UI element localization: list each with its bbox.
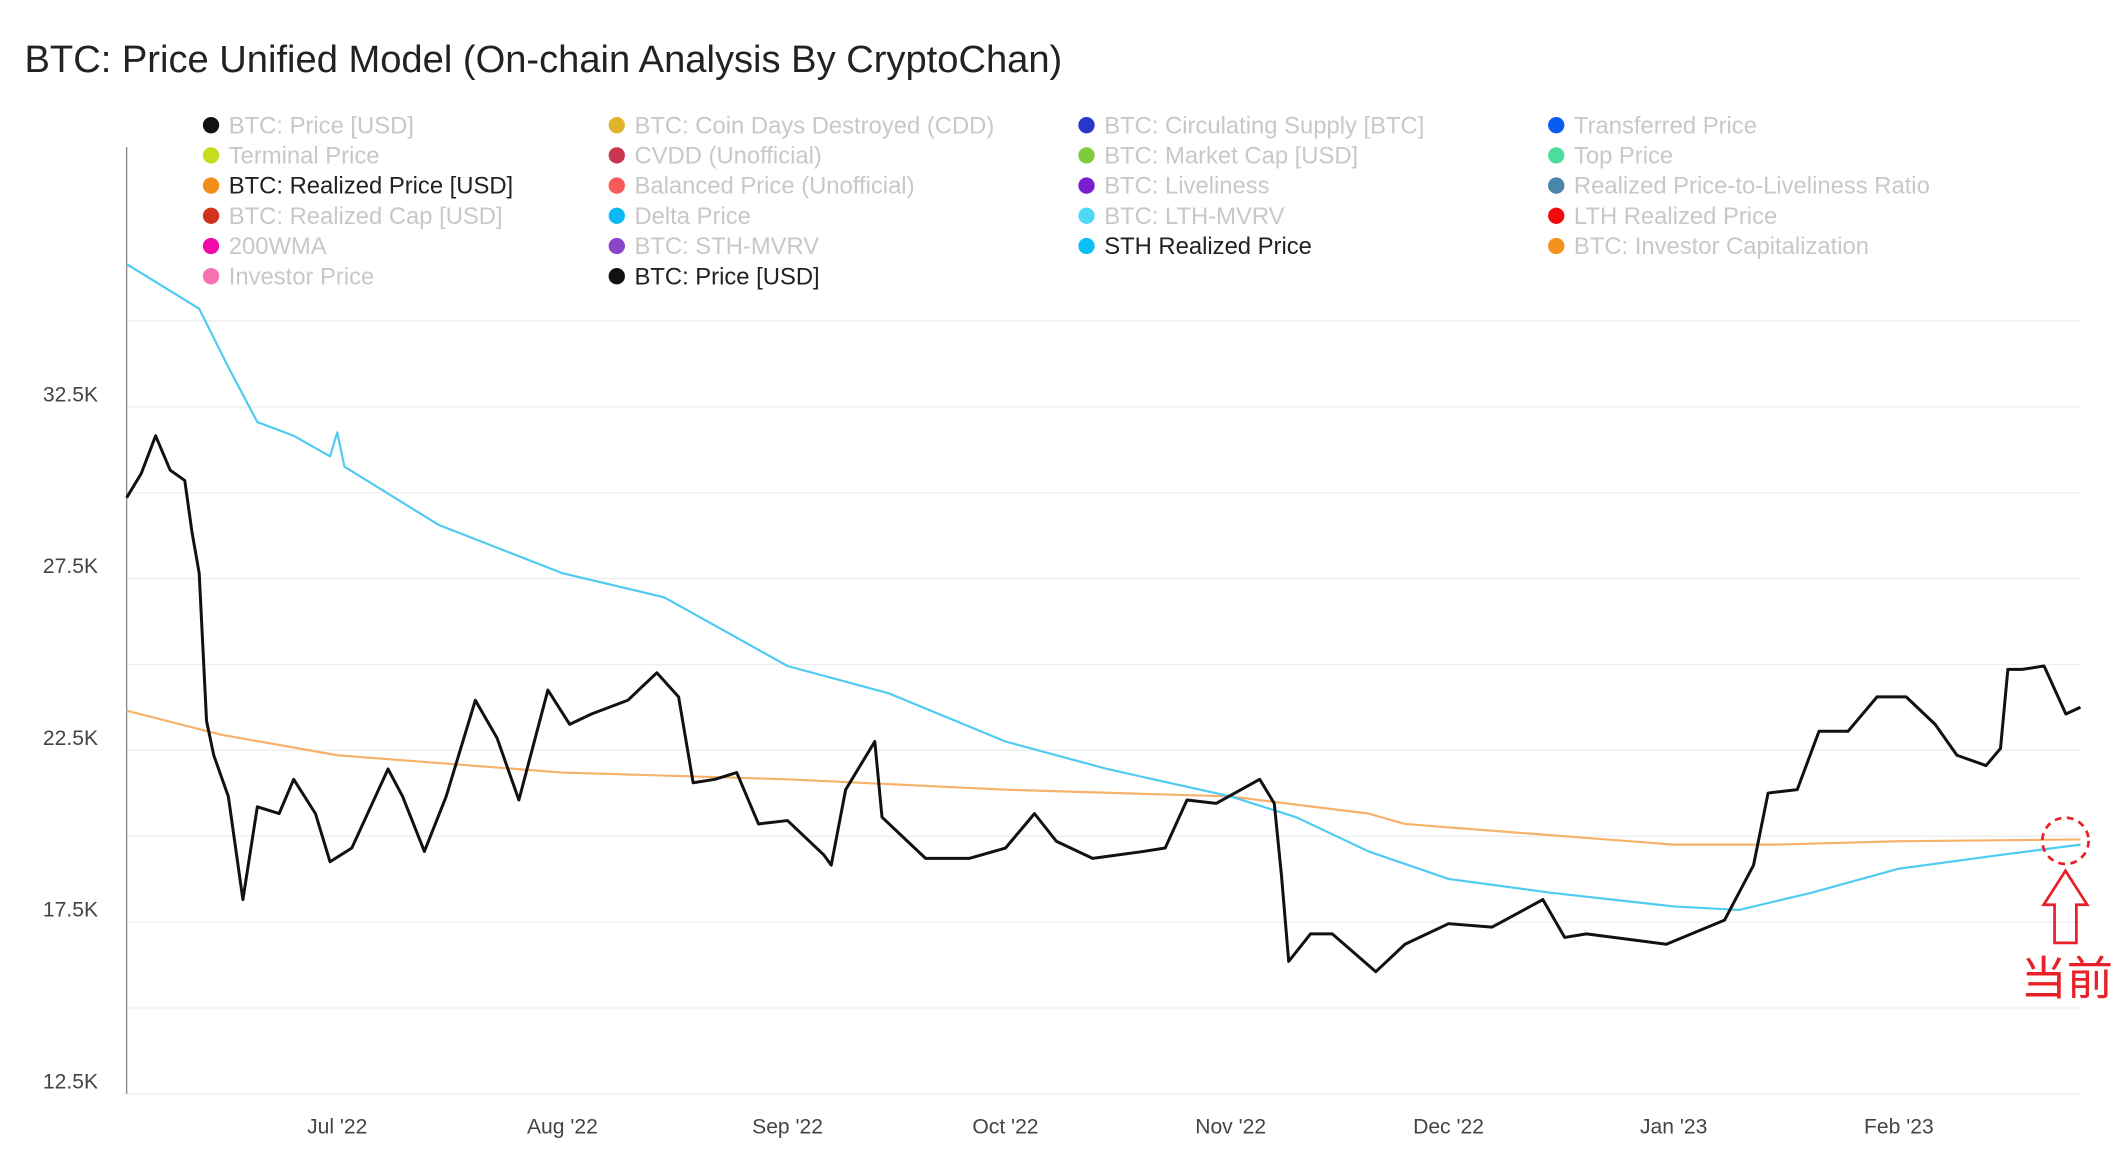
legend-dot-icon (608, 268, 625, 285)
legend-item[interactable]: BTC: Price [USD] (202, 112, 414, 139)
legend-dot-icon (202, 207, 220, 224)
legend-item[interactable]: BTC: Investor Capitalization (1548, 233, 1869, 260)
current-marker-circle (2040, 816, 2090, 866)
legend-label: BTC: Market Cap [USD] (1104, 143, 1358, 170)
legend-item[interactable]: Investor Price (202, 263, 375, 290)
legend-label: BTC: Circulating Supply [BTC] (1104, 112, 1424, 139)
legend-label: CVDD (Unofficial) (634, 143, 821, 170)
y-tick-label: 17.5K (43, 899, 98, 922)
legend-item[interactable]: Balanced Price (Unofficial) (608, 173, 915, 200)
legend-label: BTC: Realized Cap [USD] (229, 203, 503, 230)
legend-dot-icon (202, 117, 220, 134)
legend-label: Transferred Price (1574, 112, 1757, 139)
legend-item[interactable]: Realized Price-to-Liveliness Ratio (1548, 173, 1930, 200)
x-tick-label: Sep '22 (752, 1115, 823, 1138)
legend-dot-icon (202, 268, 220, 285)
legend-dot-icon (608, 147, 625, 164)
legend-label: BTC: Investor Capitalization (1574, 233, 1869, 260)
legend-dot-icon (1548, 207, 1565, 224)
legend-label: STH Realized Price (1104, 233, 1312, 260)
legend-label: LTH Realized Price (1574, 203, 1777, 230)
legend-dot-icon (608, 237, 625, 255)
series-line-btc-price-usd- (125, 434, 2082, 974)
legend-label: Delta Price (634, 203, 750, 230)
series-line-btc-realized-price-usd- (126, 709, 2081, 846)
legend-label: Balanced Price (Unofficial) (634, 173, 914, 200)
series-lines (125, 263, 2082, 974)
legend-dot-icon (1548, 177, 1565, 194)
legend-dot-icon (608, 117, 625, 134)
legend-dot-icon (608, 207, 625, 224)
legend-item[interactable]: BTC: Coin Days Destroyed (CDD) (608, 112, 995, 139)
arrow-up-icon (2041, 868, 2090, 945)
legend-item[interactable]: BTC: STH-MVRV (608, 233, 820, 260)
legend-dot-icon (1078, 117, 1095, 134)
annotation-label: 当前 (2021, 953, 2114, 1005)
y-axis-ticks: 12.5K 17.5K 22.5K 27.5K 32.5K (43, 383, 98, 1093)
legend-label: BTC: Price [USD] (634, 263, 819, 290)
legend-label: Top Price (1574, 143, 1673, 170)
legend-label: BTC: Realized Price [USD] (229, 173, 513, 200)
legend-dot-icon (1548, 147, 1565, 164)
chart-title: BTC: Price Unified Model (On-chain Analy… (25, 39, 1063, 81)
x-tick-label: Nov '22 (1195, 1115, 1266, 1138)
legend-label: 200WMA (229, 233, 327, 260)
legend-dot-icon (1548, 117, 1565, 134)
x-axis-ticks: Jul '22 Aug '22 Sep '22 Oct '22 Nov '22 Dec '… (307, 1115, 1934, 1138)
legend-item[interactable]: BTC: Market Cap [USD] (1078, 143, 1358, 170)
legend-item[interactable]: BTC: LTH-MVRV (1078, 203, 1285, 230)
y-tick-label: 22.5K (43, 727, 98, 750)
legend-dot-icon (202, 177, 220, 194)
legend-item[interactable]: BTC: Price [USD] (608, 263, 820, 290)
legend-label: BTC: STH-MVRV (634, 233, 819, 260)
series-line-sth-realized-price (126, 263, 2081, 912)
y-tick-label: 32.5K (43, 383, 98, 406)
current-annotation: 当前 (2021, 816, 2114, 1005)
legend-label: Investor Price (229, 263, 375, 290)
x-tick-label: Dec '22 (1413, 1115, 1484, 1138)
legend: BTC: Price [USD] BTC: Coin Days Destroyed… (202, 112, 1930, 290)
legend-dot-icon (1078, 177, 1095, 194)
legend-dot-icon (202, 147, 220, 164)
legend-item[interactable]: BTC: Liveliness (1078, 173, 1270, 200)
legend-item[interactable]: BTC: Realized Price [USD] (202, 173, 513, 200)
x-tick-label: Oct '22 (972, 1115, 1038, 1138)
legend-item[interactable]: LTH Realized Price (1548, 203, 1777, 230)
x-tick-label: Jul '22 (307, 1115, 367, 1138)
legend-item[interactable]: STH Realized Price (1078, 233, 1312, 260)
legend-item[interactable]: Top Price (1548, 143, 1673, 170)
legend-item[interactable]: BTC: Circulating Supply [BTC] (1078, 112, 1424, 139)
legend-dot-icon (1078, 147, 1095, 164)
y-tick-label: 27.5K (43, 555, 98, 578)
legend-item[interactable]: Delta Price (608, 203, 751, 230)
legend-item[interactable]: BTC: Realized Cap [USD] (202, 203, 503, 230)
legend-label: BTC: Coin Days Destroyed (CDD) (634, 112, 994, 139)
gridlines (126, 320, 2081, 1095)
legend-label: BTC: Liveliness (1104, 173, 1269, 200)
legend-label: BTC: LTH-MVRV (1104, 203, 1284, 230)
legend-label: Realized Price-to-Liveliness Ratio (1574, 173, 1930, 200)
legend-dot-icon (1078, 207, 1095, 224)
legend-label: Terminal Price (229, 143, 380, 170)
legend-label: BTC: Price [USD] (229, 112, 414, 139)
legend-item[interactable]: CVDD (Unofficial) (608, 143, 822, 170)
legend-dot-icon (608, 177, 625, 194)
legend-dot-icon (202, 237, 220, 255)
x-tick-label: Jan '23 (1640, 1115, 1707, 1138)
legend-item[interactable]: Transferred Price (1548, 112, 1757, 139)
x-tick-label: Aug '22 (527, 1115, 598, 1138)
x-tick-label: Feb '23 (1864, 1115, 1934, 1138)
legend-dot-icon (1548, 237, 1565, 255)
legend-item[interactable]: 200WMA (202, 233, 327, 260)
legend-dot-icon (1078, 237, 1095, 255)
y-tick-label: 12.5K (43, 1070, 98, 1093)
legend-item[interactable]: Terminal Price (202, 143, 380, 170)
